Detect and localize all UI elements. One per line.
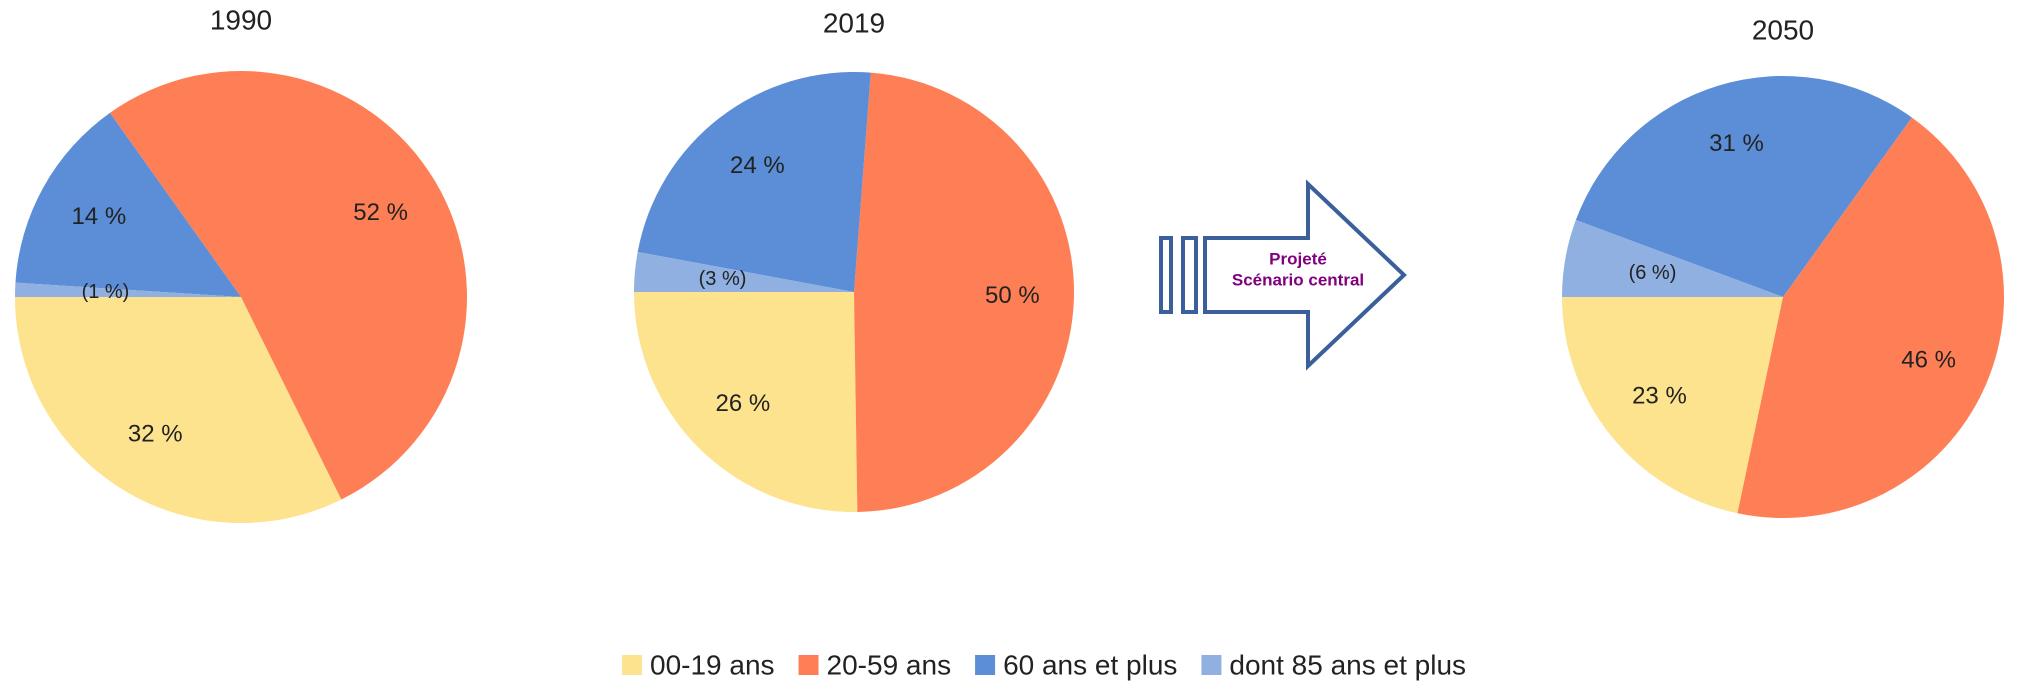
pie-slice [15, 297, 342, 524]
legend-swatch [798, 655, 819, 675]
data-label: 31 % [1709, 130, 1764, 157]
data-label: 24 % [730, 152, 785, 179]
pie-slice [1575, 75, 1912, 297]
legend-label: 20-59 ans [827, 649, 952, 680]
pie-slice [1562, 220, 1783, 297]
data-label: 23 % [1632, 383, 1687, 410]
legend-label: dont 85 ans et plus [1229, 649, 1466, 680]
pie-slice [15, 282, 241, 297]
data-label: (1 %) [82, 281, 130, 303]
data-label: 26 % [716, 390, 771, 417]
arrow-text: Scénario central [1232, 270, 1364, 289]
chart-title: 2019 [823, 7, 885, 38]
data-label: 46 % [1901, 346, 1956, 373]
chart-title: 1990 [210, 4, 272, 35]
legend-swatch [975, 655, 996, 675]
pie-slice [1737, 117, 2005, 518]
arrow-text: Projeté [1269, 249, 1327, 268]
arrow [1159, 179, 1407, 371]
data-label: 52 % [353, 199, 408, 226]
data-label: (6 %) [1629, 262, 1677, 284]
legend-swatch [1201, 655, 1222, 675]
pie-slice [109, 71, 467, 500]
data-label: (3 %) [699, 268, 747, 290]
data-label: 32 % [128, 421, 183, 448]
data-label: 14 % [71, 203, 126, 230]
pie-slice [634, 251, 854, 292]
pie-slice [15, 112, 241, 297]
pie-slice [634, 292, 858, 512]
pie-slice [854, 72, 1074, 512]
legend-label: 60 ans et plus [1003, 649, 1177, 680]
pie-slice [1562, 297, 1783, 514]
data-label: 50 % [985, 282, 1040, 309]
legend-label: 00-19 ans [650, 649, 775, 680]
pie-slice [637, 72, 871, 292]
legend-swatch [622, 655, 642, 675]
chart-title: 2050 [1752, 14, 1814, 45]
